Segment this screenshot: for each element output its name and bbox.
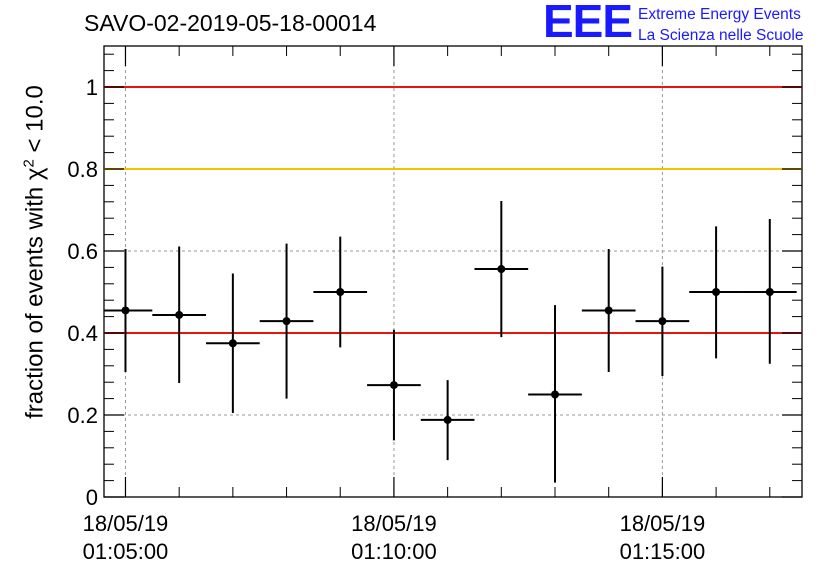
data-point <box>175 310 184 319</box>
data-point <box>389 381 398 390</box>
y-tick-label: 0.4 <box>67 321 98 346</box>
data-point <box>443 415 452 424</box>
plot-frame <box>103 45 803 498</box>
y-tick-label: 1 <box>86 75 98 100</box>
data-point <box>336 288 345 296</box>
eee-logo-mark: EEE <box>543 0 633 47</box>
y-tick-label: 0.6 <box>67 239 98 264</box>
data-point <box>658 317 667 326</box>
x-tick-label-time: 01:10:00 <box>351 539 437 564</box>
x-tick-label-date: 18/05/19 <box>351 511 437 536</box>
x-tick-label-date: 18/05/19 <box>83 511 169 536</box>
y-tick-label: 0.8 <box>67 157 98 182</box>
data-point <box>497 265 506 274</box>
logo-line-2: La Scienza nelle Scuole <box>638 27 804 44</box>
y-tick-label: 0 <box>86 485 98 510</box>
logo-line-1: Extreme Energy Events <box>638 6 801 23</box>
eee-logo-text: Extreme Energy Events La Scienza nelle S… <box>638 4 803 46</box>
y-tick-label: 0.2 <box>67 403 98 428</box>
x-tick-label-time: 01:15:00 <box>620 539 706 564</box>
x-tick-label-time: 01:05:00 <box>83 539 169 564</box>
data-point <box>228 339 237 348</box>
data-point <box>551 390 560 399</box>
eee-logo: EEE Extreme Energy Events La Scienza nel… <box>543 0 833 47</box>
data-point <box>712 288 721 296</box>
data-point <box>121 306 130 315</box>
x-tick-label-date: 18/05/19 <box>620 511 706 536</box>
chart-title: SAVO-02-2019-05-18-00014 <box>84 10 377 36</box>
data-point <box>765 288 774 296</box>
data-point <box>282 317 291 326</box>
data-point <box>604 306 613 315</box>
